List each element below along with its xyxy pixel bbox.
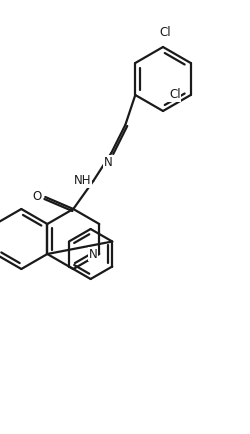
Text: NH: NH	[74, 174, 91, 187]
Text: Cl: Cl	[159, 26, 171, 39]
Text: N: N	[104, 156, 113, 169]
Text: N: N	[88, 247, 97, 260]
Text: Cl: Cl	[169, 89, 181, 102]
Text: O: O	[32, 191, 41, 204]
